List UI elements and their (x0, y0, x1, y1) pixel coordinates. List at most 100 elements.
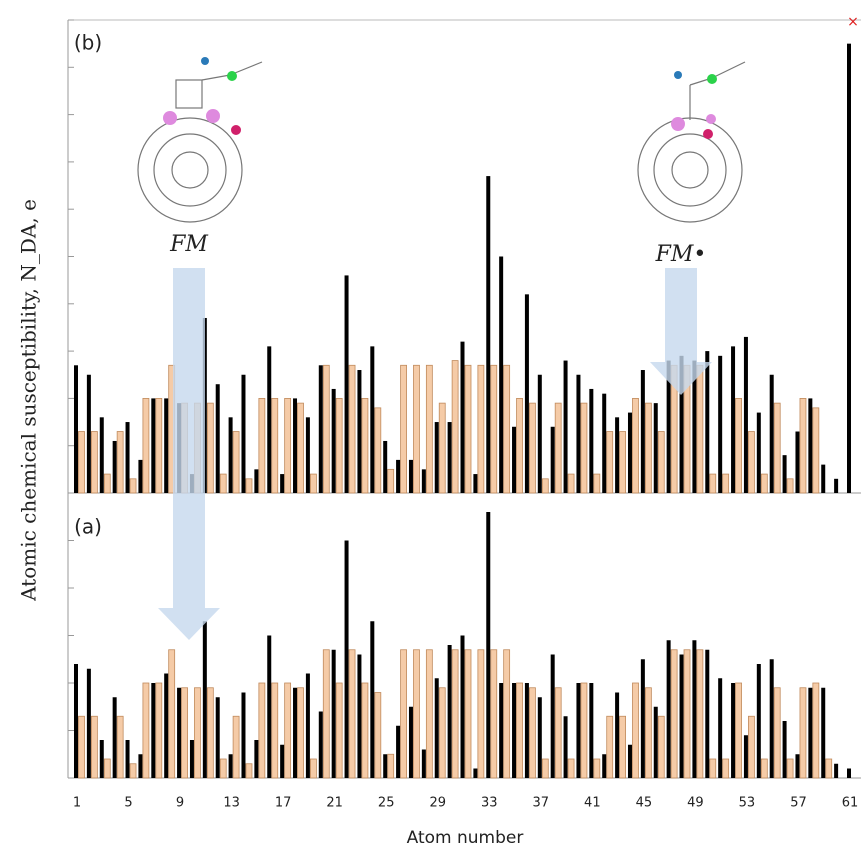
bar (770, 375, 774, 493)
bar (306, 417, 310, 493)
bar (177, 688, 181, 778)
bar (555, 688, 561, 778)
bar (409, 460, 413, 493)
bar (370, 346, 374, 493)
bar (280, 474, 284, 493)
bar (91, 432, 97, 493)
bar (628, 413, 632, 493)
bar (538, 375, 542, 493)
bar (542, 759, 548, 778)
bar (641, 370, 645, 493)
bar (748, 432, 754, 493)
bar (319, 712, 323, 779)
x-tick-label: 29 (429, 796, 446, 811)
bar (306, 674, 310, 779)
bar (705, 650, 709, 778)
bar (74, 365, 78, 493)
bar (813, 408, 819, 493)
bar (525, 683, 529, 778)
bar (285, 683, 291, 778)
bar (169, 650, 175, 778)
bar (551, 427, 555, 493)
bar (349, 365, 355, 493)
bar (581, 683, 587, 778)
bar (74, 664, 78, 778)
bar (100, 417, 104, 493)
bar (761, 759, 767, 778)
bar (435, 678, 439, 778)
bar (117, 432, 123, 493)
bar (388, 469, 394, 493)
bar (628, 745, 632, 778)
bar (517, 398, 523, 493)
bar (91, 716, 97, 778)
bar (413, 650, 419, 778)
x-tick-label: 49 (687, 796, 704, 811)
bar (461, 342, 465, 493)
bar (555, 403, 561, 493)
bar (375, 408, 381, 493)
bar (744, 337, 748, 493)
panel-label: (b) (74, 31, 102, 55)
bar (499, 683, 503, 778)
bar (254, 469, 258, 493)
bar (748, 716, 754, 778)
bar (422, 750, 426, 779)
bar (435, 422, 439, 493)
bar (491, 650, 497, 778)
bar (607, 716, 613, 778)
bar (151, 683, 155, 778)
bar (461, 636, 465, 779)
bar (207, 688, 213, 778)
bar (731, 683, 735, 778)
bar (783, 721, 787, 778)
bar (156, 398, 162, 493)
bar (787, 479, 793, 493)
bar (757, 413, 761, 493)
bar (117, 716, 123, 778)
bar (143, 398, 149, 493)
bar (332, 650, 336, 778)
bar (594, 474, 600, 493)
bar (396, 460, 400, 493)
bar (525, 294, 529, 493)
bar (336, 398, 342, 493)
x-tick-label: 21 (326, 796, 343, 811)
bar (615, 693, 619, 779)
bar (808, 688, 812, 778)
bar (100, 740, 104, 778)
bar (229, 754, 233, 778)
bar (130, 764, 136, 778)
bar (310, 474, 316, 493)
bar (272, 398, 278, 493)
bar (396, 726, 400, 778)
bar (362, 683, 368, 778)
bar (800, 688, 806, 778)
x-tick-label: 57 (790, 796, 807, 811)
bar (241, 375, 245, 493)
bar (388, 754, 394, 778)
bar (478, 365, 484, 493)
bar (285, 398, 291, 493)
bar (834, 764, 838, 778)
bar (486, 176, 490, 493)
bar (564, 716, 568, 778)
bar (259, 398, 265, 493)
bar (620, 432, 626, 493)
bar (293, 398, 297, 493)
bar (821, 465, 825, 493)
bar (632, 683, 638, 778)
bar (448, 645, 452, 778)
bar (491, 365, 497, 493)
annotation: FM• (655, 242, 707, 267)
bar (254, 740, 258, 778)
bar (383, 441, 387, 493)
bar (357, 655, 361, 779)
x-tick-label: 1 (73, 796, 81, 811)
bar (654, 707, 658, 778)
bar (246, 764, 252, 778)
bar (448, 422, 452, 493)
bar (298, 403, 304, 493)
bar (143, 683, 149, 778)
bar (723, 759, 729, 778)
